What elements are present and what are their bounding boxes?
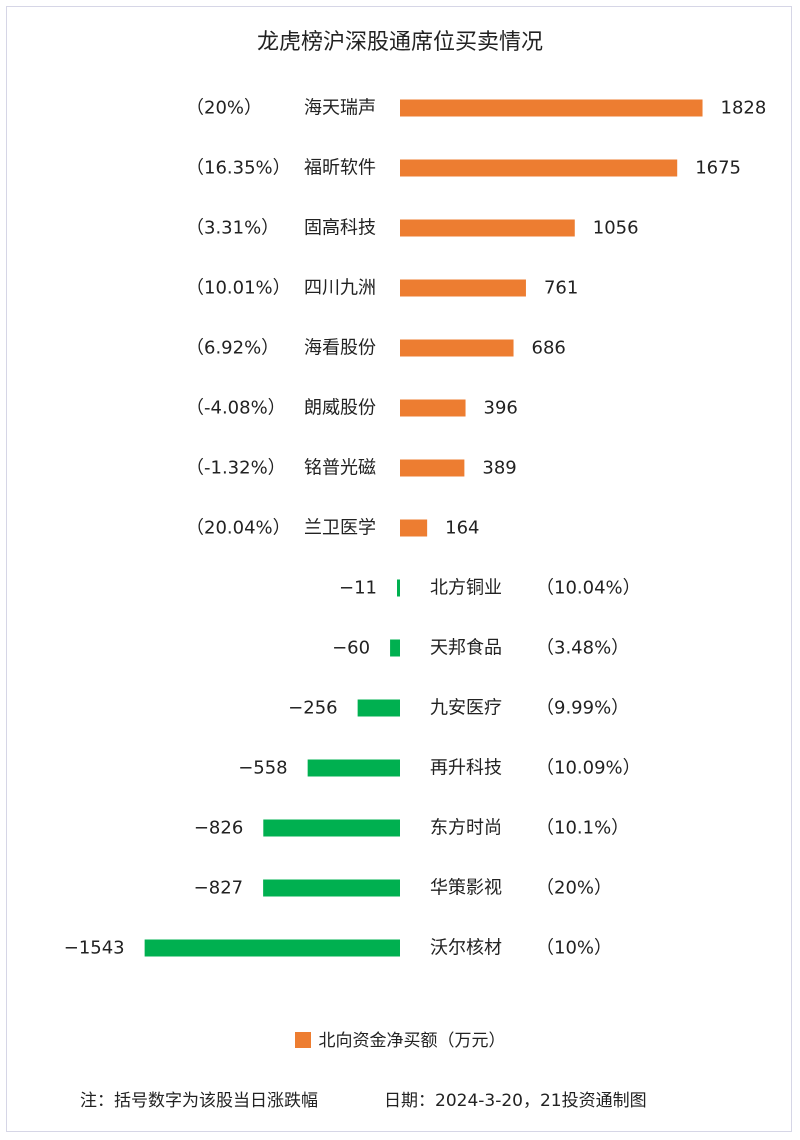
pct-label: （3.48%） [536,638,629,659]
bar-朗威股份 [400,399,466,417]
bar-华策影视 [263,879,400,897]
data-label: −11 [339,578,377,599]
data-label: 761 [544,278,578,299]
data-label: 396 [484,398,518,419]
category-label: 固高科技 [304,218,376,239]
pct-label: （9.99%） [536,698,629,719]
pct-label: （20%） [536,878,612,899]
bar-九安医疗 [357,699,400,717]
pct-label: （10.09%） [536,758,641,779]
data-label: 389 [482,458,516,479]
category-label: 铭普光磁 [304,458,376,479]
bar-东方时尚 [263,819,400,837]
pct-label: （20%） [186,98,262,119]
bar-天邦食品 [390,639,400,657]
legend: 北向资金净买额（万元） [0,1026,800,1051]
data-label: 1675 [695,158,741,179]
category-label: 再升科技 [430,758,502,779]
data-label: −256 [288,698,337,719]
pct-label: （-4.08%） [186,398,286,419]
category-label: 海天瑞声 [304,98,376,119]
bar-福昕软件 [400,159,678,177]
bar-固高科技 [400,219,575,237]
chart-frame [6,6,792,1132]
bar-再升科技 [307,759,400,777]
footnote: 注：括号数字为该股当日涨跌幅 [80,1091,318,1111]
category-label: 沃尔核材 [430,938,502,959]
category-label: 朗威股份 [304,398,376,419]
data-label: −60 [332,638,370,659]
pct-label: （6.92%） [186,338,279,359]
pct-label: （10.04%） [536,578,641,599]
data-label: 1056 [593,218,639,239]
category-label: 海看股份 [304,338,376,359]
data-label: −558 [238,758,287,779]
chart-title: 龙虎榜沪深股通席位买卖情况 [256,30,543,55]
category-label: 九安医疗 [430,698,502,719]
pct-label: （10.01%） [186,278,291,299]
bar-兰卫医学 [400,519,428,537]
category-label: 四川九洲 [304,278,376,299]
category-label: 华策影视 [430,878,502,899]
pct-label: （10%） [536,938,612,959]
source-note: 日期：2024-3-20，21投资通制图 [384,1091,647,1111]
category-label: 兰卫医学 [304,518,376,539]
bar-海看股份 [400,339,514,357]
data-label: −827 [194,878,243,899]
category-label: 北方铜业 [430,578,502,599]
bar-四川九洲 [400,279,526,297]
data-label: −826 [194,818,243,839]
data-label: 1828 [721,98,767,119]
pct-label: （-1.32%） [186,458,286,479]
bar-北方铜业 [397,579,400,597]
pct-label: （3.31%） [186,218,279,239]
data-label: −1543 [64,938,125,959]
category-label: 天邦食品 [430,638,502,659]
pct-label: （16.35%） [186,158,291,179]
data-label: 686 [532,338,566,359]
pct-label: （10.1%） [536,818,629,839]
category-label: 福昕软件 [304,158,376,179]
legend-swatch [294,1032,311,1048]
data-label: 164 [445,518,479,539]
pct-label: （20.04%） [186,518,291,539]
legend-label: 北向资金净买额（万元） [318,1031,506,1051]
bar-沃尔核材 [144,939,400,957]
category-label: 东方时尚 [430,818,502,839]
bar-铭普光磁 [400,459,465,477]
bar-海天瑞声 [400,99,703,117]
